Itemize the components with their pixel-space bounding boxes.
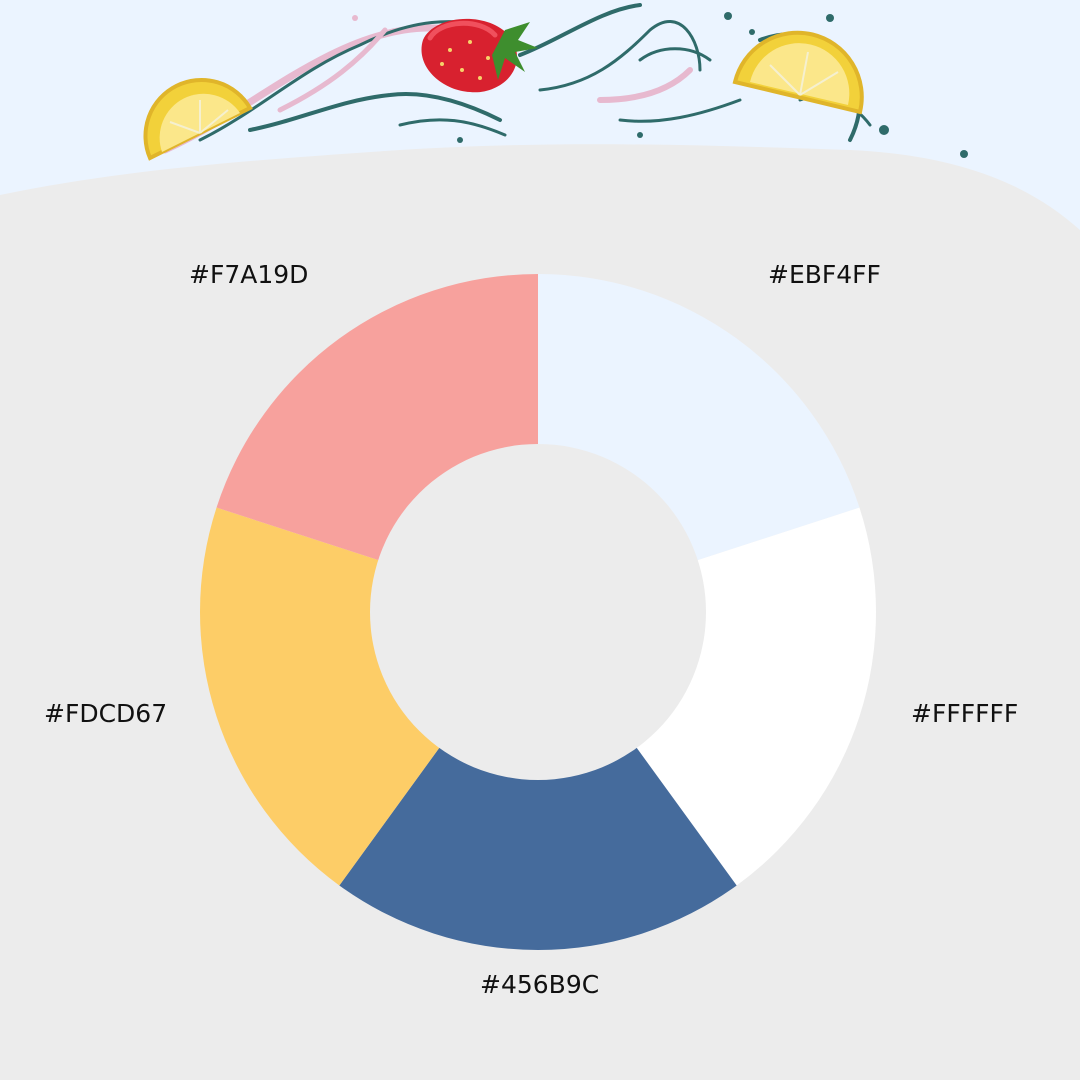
lemon-slice-icon — [143, 77, 253, 161]
swatch-label-f7a19d: #F7A19D — [189, 260, 309, 289]
swatch-label-ebf4ff: #EBF4FF — [768, 260, 881, 289]
donut-slice-456b9c — [339, 612, 737, 951]
fruit-splash-header — [0, 0, 1080, 300]
swatch-label-ffffff: #FFFFFF — [911, 699, 1019, 728]
donut-hole — [370, 444, 706, 780]
torn-paper-edge — [0, 144, 1080, 300]
swatch-label-456b9c: #456B9C — [480, 970, 600, 999]
lemon-slice-icon — [732, 30, 864, 115]
strawberry-icon — [421, 18, 538, 93]
swatch-label-fdcd67: #FDCD67 — [44, 699, 168, 728]
